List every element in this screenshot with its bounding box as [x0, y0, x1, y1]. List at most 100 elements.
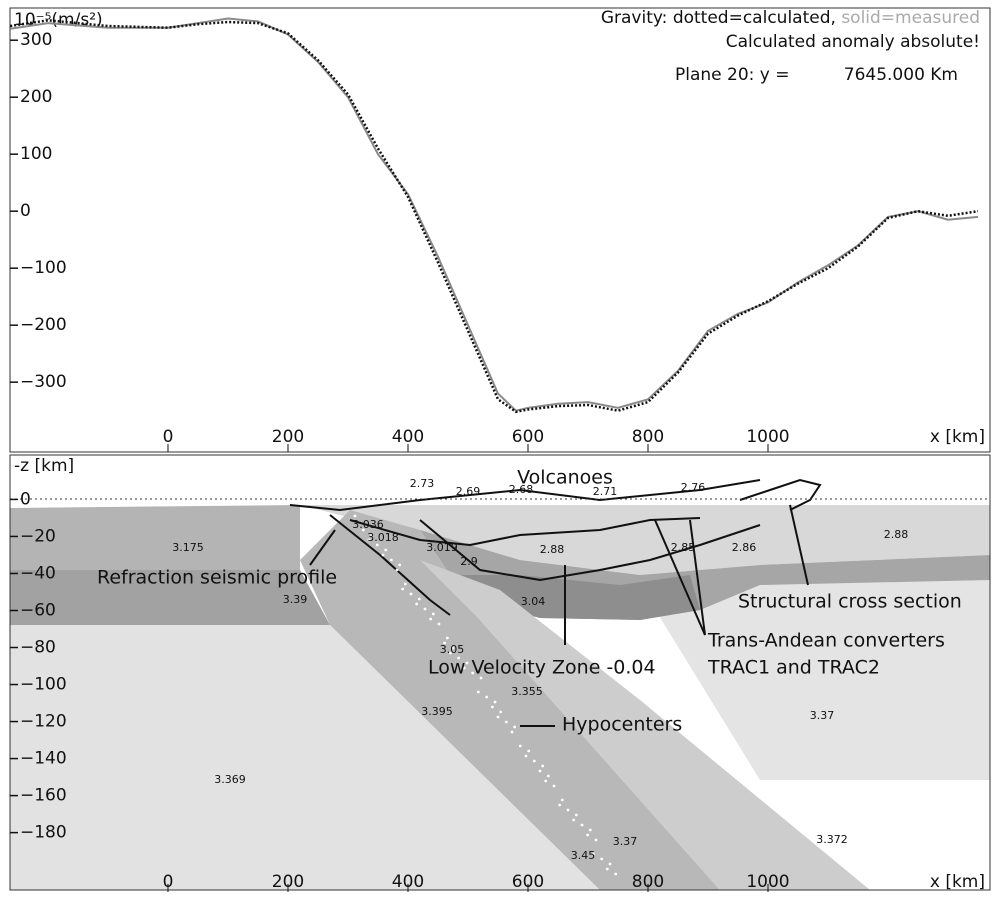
hypocenter: [446, 637, 449, 640]
x-tick-label: 800: [632, 427, 664, 447]
density-label: 2.68: [509, 483, 534, 496]
density-label: 2.69: [456, 485, 481, 498]
title-highlight: solid=measured: [841, 8, 980, 28]
hypocenter: [553, 785, 556, 788]
density-label: 3.019: [426, 541, 458, 554]
hypocenter: [382, 554, 385, 557]
y-tick-label: −140: [20, 749, 67, 769]
density-label: 3.036: [352, 518, 384, 531]
density-label: 2.76: [681, 481, 706, 494]
hypocenter: [527, 750, 530, 753]
density-label: 2.85: [671, 541, 696, 554]
density-label: 3.395: [421, 705, 453, 718]
y-tick-label: 0: [20, 489, 31, 509]
hypocenter: [600, 858, 603, 861]
hypocenter: [390, 559, 393, 562]
x-tick-label: 800: [632, 872, 664, 892]
y-axis-label: -z [km]: [14, 456, 74, 476]
annotation: Trans-Andean converters: [707, 630, 945, 652]
y-tick-label: −160: [20, 786, 67, 806]
hypocenter: [354, 515, 357, 518]
y-tick-label: 100: [20, 144, 52, 164]
x-axis-label: x [km]: [930, 872, 985, 892]
hypocenter: [567, 809, 570, 812]
hypocenter: [499, 711, 502, 714]
hypocenter: [398, 564, 401, 567]
x-tick-label: 400: [392, 872, 424, 892]
hypocenter: [418, 598, 421, 601]
hypocenter: [485, 696, 488, 699]
hypocenter: [572, 819, 575, 822]
x-tick-label: 1000: [746, 872, 789, 892]
annotation: Hypocenters: [562, 714, 682, 736]
hypocenter: [561, 799, 564, 802]
hypocenter: [558, 804, 561, 807]
x-tick-label: 200: [272, 872, 304, 892]
hypocenter: [614, 873, 617, 876]
density-label: 2.88: [540, 543, 565, 556]
hypocenter: [575, 814, 578, 817]
y-tick-label: −60: [20, 600, 56, 620]
density-label: 3.04: [521, 595, 546, 608]
hypocenter: [376, 544, 379, 547]
plane-label: Plane 20: y =: [675, 65, 790, 85]
hypocenter: [609, 863, 612, 866]
y-tick-label: −80: [20, 638, 56, 658]
hypocenter: [586, 834, 589, 837]
annotation: TRAC1 and TRAC2: [707, 657, 880, 679]
y-tick-label: −20: [20, 526, 56, 546]
y-tick-label: −200: [20, 315, 67, 335]
hypocenter: [544, 780, 547, 783]
hypocenter: [396, 569, 399, 572]
hypocenter: [401, 588, 404, 591]
density-label: 3.37: [810, 709, 835, 722]
x-tick-label: 0: [163, 872, 174, 892]
hypocenter: [415, 603, 418, 606]
y-tick-label: −100: [20, 675, 67, 695]
density-label: 2.73: [410, 477, 435, 490]
hypocenter: [505, 721, 508, 724]
hypocenter: [589, 829, 592, 832]
y-tick-label: 200: [20, 87, 52, 107]
density-label: 3.175: [172, 541, 204, 554]
y-tick-label: −300: [20, 372, 67, 392]
hypocenter: [438, 623, 441, 626]
y-tick-label: 300: [20, 30, 52, 50]
density-label: 3.45: [571, 849, 596, 862]
hypocenter: [511, 731, 514, 734]
hypocenter: [497, 716, 500, 719]
hypocenter: [429, 618, 432, 621]
subtitle: Calculated anomaly absolute!: [726, 32, 980, 52]
x-tick-label: 0: [163, 427, 174, 447]
x-axis-label: x [km]: [930, 427, 985, 447]
hypocenter: [533, 760, 536, 763]
hypocenter: [595, 839, 598, 842]
hypocenter: [513, 726, 516, 729]
hypocenter: [539, 770, 542, 773]
gravity-title: Gravity: dotted=calculated, solid=measur…: [601, 8, 980, 28]
x-tick-label: 400: [392, 427, 424, 447]
annotation: Refraction seismic profile: [97, 567, 337, 589]
hypocenter: [424, 608, 427, 611]
hypocenter: [541, 765, 544, 768]
title: Gravity: dotted=calculated,: [601, 8, 836, 28]
hypocenter: [547, 775, 550, 778]
density-label: 3.39: [283, 593, 308, 606]
hypocenter: [581, 824, 584, 827]
x-tick-label: 600: [512, 427, 544, 447]
density-label: 2.86: [732, 541, 757, 554]
y-tick-label: −40: [20, 563, 56, 583]
y-tick-label: −180: [20, 823, 67, 843]
x-tick-label: 200: [272, 427, 304, 447]
hypocenter: [525, 755, 528, 758]
x-tick-label: 600: [512, 872, 544, 892]
annotation: Structural cross section: [738, 591, 962, 613]
y-tick-label: −100: [20, 258, 67, 278]
hypocenter: [384, 549, 387, 552]
density-label: 3.355: [511, 685, 543, 698]
hypocenter: [432, 613, 435, 616]
hypocenter: [606, 868, 609, 871]
density-label: 3.369: [214, 773, 246, 786]
density-label: 2.88: [884, 528, 909, 541]
density-label: 3.37: [613, 835, 638, 848]
